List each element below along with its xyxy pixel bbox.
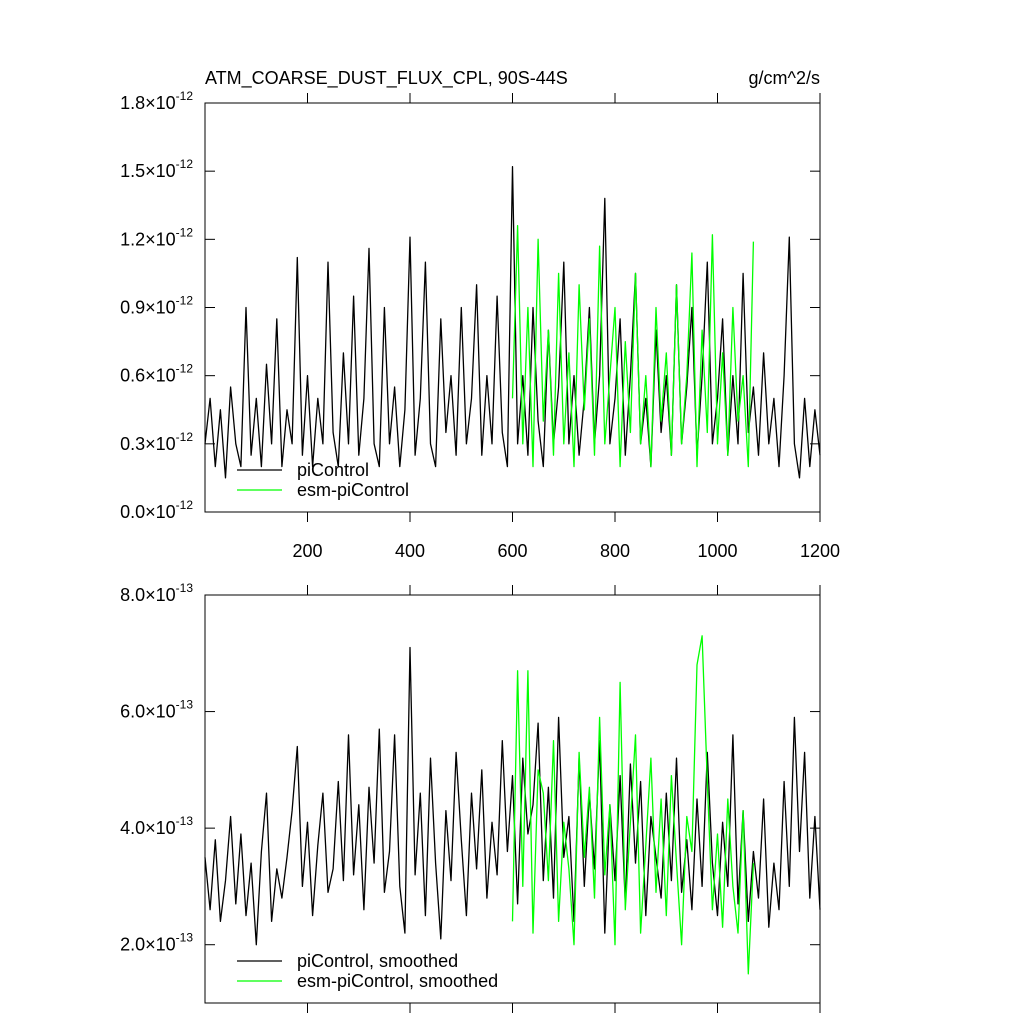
y-tick-label: 0.9×10-12 (120, 294, 193, 318)
x-tick-label: 1200 (800, 541, 840, 561)
y-tick-label: 1.8×10-12 (120, 89, 193, 113)
series-line (511, 635, 755, 975)
legend-label: esm-piControl, smoothed (297, 971, 498, 991)
y-tick-exponent: -13 (176, 581, 194, 595)
y-tick-mantissa: 1.5×10 (120, 161, 176, 181)
series-line (204, 646, 821, 946)
y-tick-mantissa: 8.0×10 (120, 585, 176, 605)
y-tick-label: 0.6×10-12 (120, 362, 193, 386)
legend-label: esm-piControl (297, 480, 409, 500)
x-tick-label: 800 (600, 541, 630, 561)
y-tick-mantissa: 4.0×10 (120, 818, 176, 838)
y-tick-label: 2.0×10-13 (120, 931, 193, 955)
legend-label: piControl, smoothed (297, 951, 458, 971)
y-tick-exponent: -12 (176, 362, 194, 376)
y-tick-exponent: -12 (176, 294, 194, 308)
series-line (204, 165, 821, 479)
x-tick-label: 600 (497, 541, 527, 561)
x-tick-label: 400 (395, 541, 425, 561)
units: g/cm^2/s (749, 68, 820, 88)
y-tick-label: 0.0×10-12 (120, 498, 193, 522)
y-tick-exponent: -12 (176, 430, 194, 444)
y-tick-mantissa: 2.0×10 (120, 935, 176, 955)
y-tick-label: 0.3×10-12 (120, 430, 193, 454)
y-tick-mantissa: 1.2×10 (120, 229, 176, 249)
y-tick-exponent: -12 (176, 498, 194, 512)
y-tick-mantissa: 1.8×10 (120, 93, 176, 113)
y-tick-mantissa: 0.9×10 (120, 298, 176, 318)
x-tick-label: 1000 (697, 541, 737, 561)
y-tick-exponent: -13 (176, 698, 194, 712)
y-tick-exponent: -12 (176, 89, 194, 103)
y-tick-mantissa: 6.0×10 (120, 702, 176, 722)
y-tick-mantissa: 0.6×10 (120, 366, 176, 386)
y-tick-mantissa: 0.3×10 (120, 434, 176, 454)
y-tick-exponent: -12 (176, 225, 194, 239)
y-tick-label: 1.5×10-12 (120, 157, 193, 181)
series-line (511, 225, 755, 468)
y-tick-label: 4.0×10-13 (120, 814, 193, 838)
y-tick-exponent: -13 (176, 931, 194, 945)
y-tick-exponent: -12 (176, 157, 194, 171)
y-tick-exponent: -13 (176, 814, 194, 828)
y-tick-label: 1.2×10-12 (120, 225, 193, 249)
x-tick-label: 200 (292, 541, 322, 561)
legend-label: piControl (297, 460, 369, 480)
y-tick-mantissa: 0.0×10 (120, 502, 176, 522)
y-tick-label: 8.0×10-13 (120, 581, 193, 605)
chart-title: ATM_COARSE_DUST_FLUX_CPL, 90S-44S (205, 68, 568, 89)
y-tick-label: 6.0×10-13 (120, 698, 193, 722)
